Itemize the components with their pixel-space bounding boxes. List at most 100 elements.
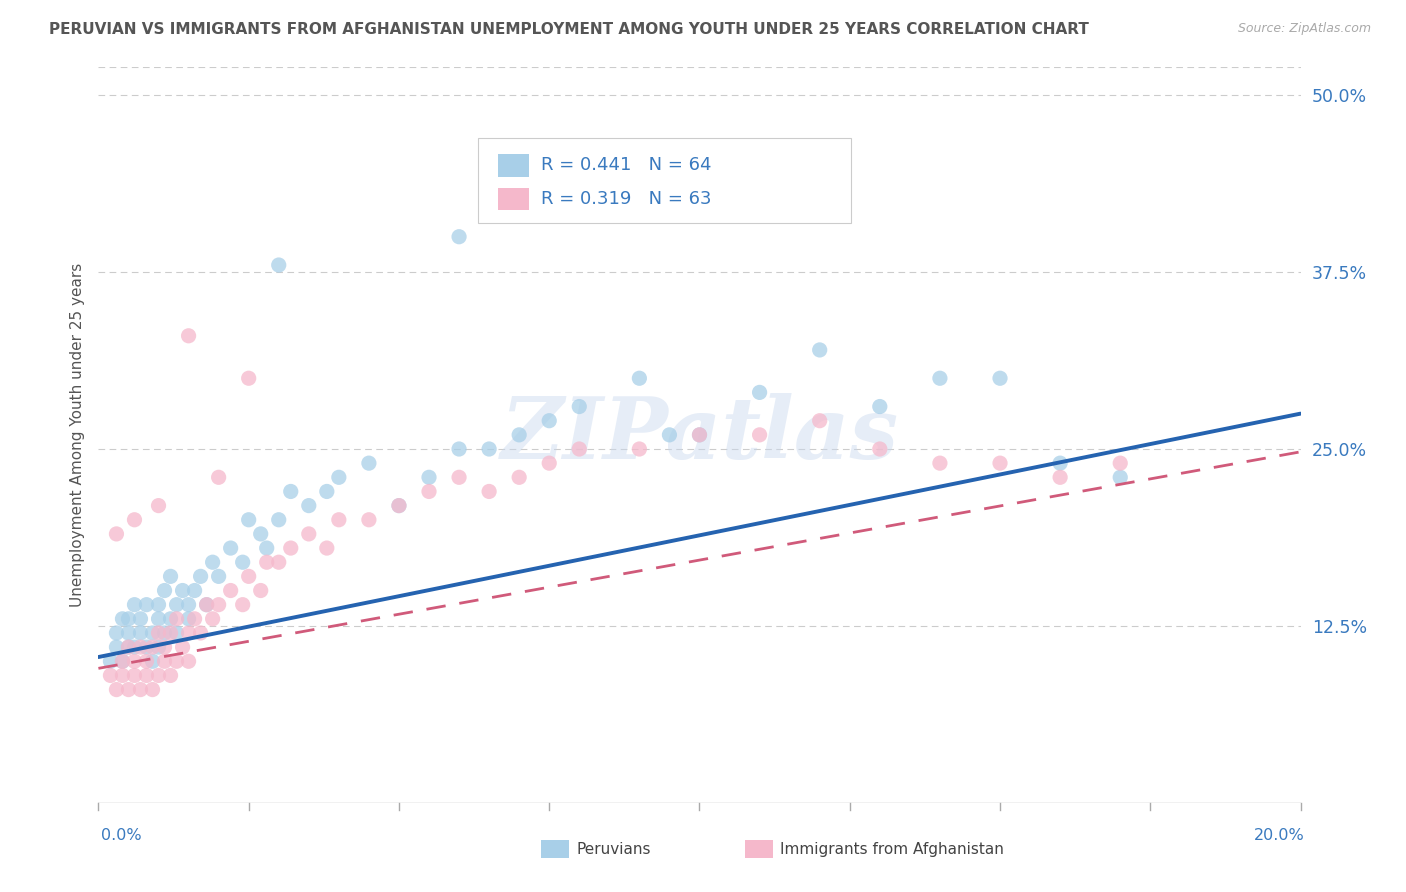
Point: [808, 414, 831, 428]
Text: Peruvians: Peruvians: [576, 842, 651, 856]
Point: [153, 640, 176, 654]
Point: [1109, 470, 1132, 484]
Point: [117, 640, 139, 654]
Point: [418, 484, 440, 499]
Point: [538, 414, 561, 428]
Point: [124, 598, 146, 612]
Point: [869, 442, 891, 456]
Point: [280, 484, 302, 499]
Point: [232, 598, 254, 612]
Point: [447, 229, 470, 244]
Point: [238, 371, 260, 385]
Point: [748, 385, 770, 400]
Y-axis label: Unemployment Among Youth under 25 years: Unemployment Among Youth under 25 years: [69, 263, 84, 607]
Point: [124, 640, 146, 654]
Point: [177, 328, 200, 343]
Point: [478, 442, 501, 456]
Point: [201, 612, 224, 626]
Point: [538, 456, 561, 470]
Point: [869, 400, 891, 414]
Point: [190, 569, 212, 583]
Point: [688, 427, 710, 442]
Point: [447, 470, 470, 484]
Point: [111, 654, 134, 668]
Point: [148, 612, 170, 626]
Point: [141, 626, 163, 640]
Point: [153, 654, 176, 668]
Point: [141, 640, 163, 654]
Point: [298, 499, 321, 513]
Point: [447, 442, 470, 456]
Point: [117, 682, 139, 697]
Point: [166, 598, 188, 612]
Point: [111, 668, 134, 682]
Point: [232, 555, 254, 569]
Point: [568, 442, 591, 456]
Point: [249, 527, 271, 541]
Point: [418, 470, 440, 484]
Point: [124, 654, 146, 668]
Point: [238, 513, 260, 527]
Point: [148, 626, 170, 640]
Point: [111, 654, 134, 668]
Point: [159, 569, 181, 583]
Point: [129, 626, 152, 640]
Point: [105, 527, 128, 541]
Point: [159, 612, 181, 626]
Point: [267, 258, 290, 272]
Point: [177, 626, 200, 640]
Text: PERUVIAN VS IMMIGRANTS FROM AFGHANISTAN UNEMPLOYMENT AMONG YOUTH UNDER 25 YEARS : PERUVIAN VS IMMIGRANTS FROM AFGHANISTAN …: [49, 22, 1090, 37]
Point: [129, 640, 152, 654]
Point: [135, 654, 157, 668]
Point: [929, 371, 952, 385]
Point: [177, 612, 200, 626]
Point: [508, 470, 530, 484]
Point: [148, 598, 170, 612]
Point: [166, 626, 188, 640]
Point: [208, 569, 231, 583]
Point: [148, 499, 170, 513]
Point: [267, 555, 290, 569]
Point: [159, 668, 181, 682]
Point: [100, 668, 122, 682]
Point: [148, 668, 170, 682]
Point: [988, 456, 1011, 470]
Point: [748, 427, 770, 442]
Point: [315, 541, 337, 555]
Point: [177, 598, 200, 612]
Point: [129, 612, 152, 626]
Point: [988, 371, 1011, 385]
Point: [208, 598, 231, 612]
Point: [568, 400, 591, 414]
Point: [190, 626, 212, 640]
Point: [249, 583, 271, 598]
Point: [172, 640, 194, 654]
Text: Source: ZipAtlas.com: Source: ZipAtlas.com: [1237, 22, 1371, 36]
Point: [658, 427, 681, 442]
Point: [478, 484, 501, 499]
Point: [183, 612, 205, 626]
Point: [315, 484, 337, 499]
Point: [141, 682, 163, 697]
Point: [105, 626, 128, 640]
Point: [568, 173, 591, 187]
Point: [628, 371, 651, 385]
Point: [124, 513, 146, 527]
Point: [183, 583, 205, 598]
Point: [267, 513, 290, 527]
Point: [117, 612, 139, 626]
Point: [219, 583, 242, 598]
Point: [219, 541, 242, 555]
Point: [166, 612, 188, 626]
Point: [159, 626, 181, 640]
Point: [208, 470, 231, 484]
Text: Immigrants from Afghanistan: Immigrants from Afghanistan: [780, 842, 1004, 856]
Text: R = 0.441   N = 64: R = 0.441 N = 64: [541, 156, 711, 174]
Point: [129, 682, 152, 697]
Point: [388, 499, 411, 513]
Point: [328, 513, 350, 527]
Point: [298, 527, 321, 541]
Point: [141, 654, 163, 668]
Point: [256, 541, 278, 555]
Point: [256, 555, 278, 569]
